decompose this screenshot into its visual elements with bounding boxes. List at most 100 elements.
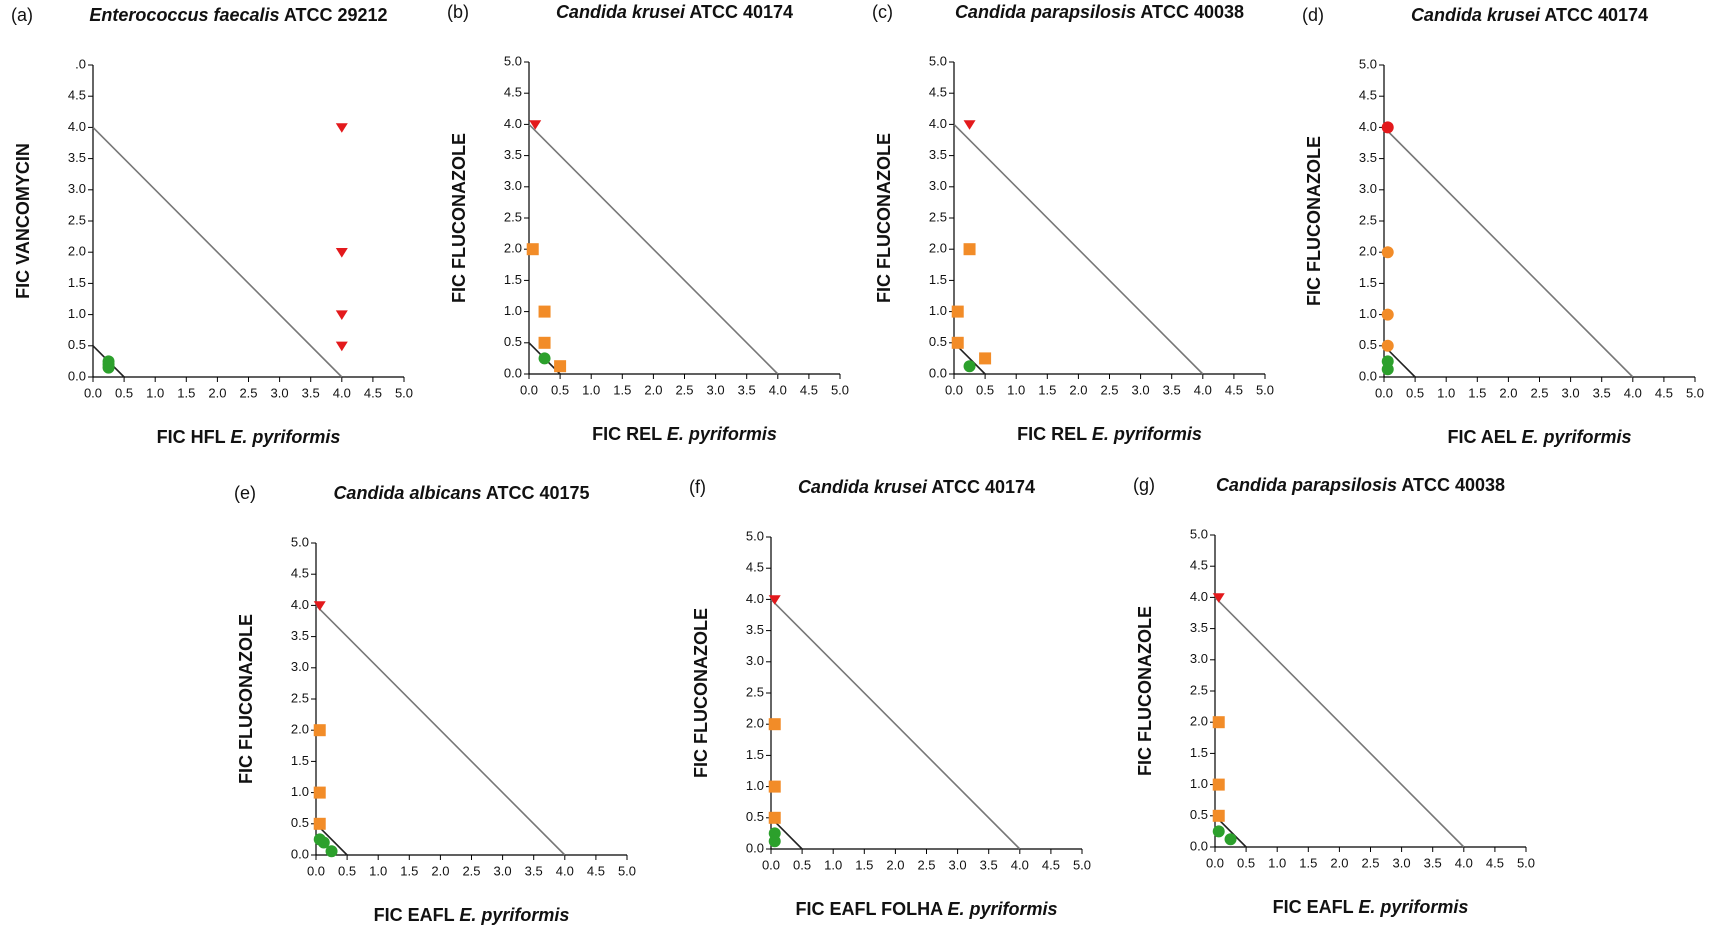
panel: (b) Candida krusei ATCC 40174 FIC REL E. p… (447, 2, 849, 444)
title-strain: ATCC 40038 (1140, 2, 1244, 22)
y-tick-label: 0.0 (504, 365, 522, 380)
x-tick-label: 0.0 (762, 857, 780, 872)
y-tick-label: 1.0 (929, 303, 947, 318)
x-tick-label: 3.5 (525, 863, 543, 878)
y-tick-label: 3.0 (68, 181, 86, 196)
y-tick-label: 1.5 (746, 747, 764, 762)
x-label-extract: FIC EAFL (1273, 897, 1354, 917)
y-tick-label: 2.0 (68, 244, 86, 259)
x-tick-label: 4.0 (769, 382, 787, 397)
y-tick-label: 2.5 (504, 209, 522, 224)
panel-title: Candida krusei ATCC 40174 (1411, 5, 1648, 25)
y-tick-label: 4.5 (1359, 88, 1377, 103)
x-tick-label: 4.5 (1655, 385, 1673, 400)
x-tick-label: 4.0 (1624, 385, 1642, 400)
y-tick-label: 0.5 (68, 337, 86, 352)
x-tick-label: 1.5 (177, 385, 195, 400)
x-tick-label: 5.0 (395, 385, 413, 400)
title-strain: ATCC 29212 (284, 5, 388, 25)
y-tick-label: 2.5 (1359, 212, 1377, 227)
point (963, 120, 976, 130)
y-tick-label: 2.5 (291, 690, 309, 705)
y-tick-label: 3.0 (504, 178, 522, 193)
y-tick-label: 3.5 (1190, 620, 1208, 635)
x-label-species: E. pyriformis (1358, 897, 1468, 917)
x-tick-label: 0.0 (1375, 385, 1393, 400)
y-tick-label: 0.0 (68, 368, 86, 383)
x-label-extract: FIC EAFL (374, 905, 455, 925)
point (313, 786, 326, 799)
title-species: Candida parapsilosis (955, 2, 1136, 22)
point (317, 836, 330, 849)
x-axis-label: FIC EAFL FOLHA E. pyriformis (795, 899, 1057, 919)
point (979, 352, 992, 365)
reference-line (528, 123, 779, 375)
x-tick-label: 4.0 (1194, 382, 1212, 397)
x-tick-label: 0.0 (945, 382, 963, 397)
x-tick-label: 1.0 (1268, 855, 1286, 870)
y-tick-label: 1.0 (1190, 776, 1208, 791)
panel: (c) Candida parapsilosis ATCC 40038 FIC RE… (872, 2, 1274, 444)
point (554, 360, 567, 373)
point (951, 305, 964, 318)
x-tick-label: 2.0 (431, 863, 449, 878)
x-tick-label: 0.0 (307, 863, 325, 878)
point (768, 811, 781, 824)
y-tick-label: 4.5 (746, 560, 764, 575)
x-tick-label: 3.0 (1132, 382, 1150, 397)
y-axis-label: FIC VANCOMYCIN (13, 143, 33, 299)
title-species: Enterococcus faecalis (89, 5, 279, 25)
x-axis-label: FIC REL E. pyriformis (1017, 424, 1202, 444)
point (1381, 339, 1394, 352)
x-label-species: E. pyriformis (1522, 427, 1632, 447)
point (1381, 363, 1394, 376)
panel-label: (g) (1133, 475, 1155, 495)
x-tick-label: 5.0 (618, 863, 636, 878)
point (526, 243, 539, 256)
x-tick-label: 1.5 (613, 382, 631, 397)
y-tick-label: 1.5 (68, 275, 86, 290)
point (963, 360, 976, 373)
y-tick-label: 4.5 (504, 85, 522, 100)
y-axis-label: FIC FLUCONAZOLE (691, 608, 711, 778)
y-tick-label: 3.0 (929, 178, 947, 193)
x-tick-label: 1.0 (146, 385, 164, 400)
reference-line (1383, 126, 1634, 378)
x-tick-label: 1.5 (1299, 855, 1317, 870)
y-axis-label: FIC FLUCONAZOLE (449, 133, 469, 303)
panel-title: Enterococcus faecalis ATCC 29212 (89, 5, 387, 25)
x-tick-label: 1.5 (400, 863, 418, 878)
y-tick-label: 2.5 (68, 212, 86, 227)
x-tick-label: 4.5 (587, 863, 605, 878)
y-tick-label: 4.0 (1190, 589, 1208, 604)
y-tick-label: 0.5 (504, 334, 522, 349)
x-tick-label: 2.5 (1530, 385, 1548, 400)
y-tick-label: 0.5 (291, 815, 309, 830)
x-tick-label: 0.5 (338, 863, 356, 878)
point (768, 780, 781, 793)
panel: (d) Candida krusei ATCC 40174 FIC AEL E. p… (1302, 5, 1704, 447)
x-tick-label: 0.5 (551, 382, 569, 397)
x-tick-label: 1.5 (1038, 382, 1056, 397)
x-tick-label: 4.0 (1455, 855, 1473, 870)
point (951, 336, 964, 349)
y-tick-label: 0.0 (746, 840, 764, 855)
y-tick-label: 3.5 (929, 147, 947, 162)
point (102, 361, 115, 374)
x-tick-label: 0.5 (115, 385, 133, 400)
y-tick-label: .0 (75, 56, 86, 71)
x-axis-label: FIC HFL E. pyriformis (157, 427, 341, 447)
y-tick-label: 2.0 (746, 716, 764, 731)
x-tick-label: 1.0 (582, 382, 600, 397)
y-tick-label: 1.0 (291, 784, 309, 799)
panel-title: Candida parapsilosis ATCC 40038 (955, 2, 1244, 22)
x-label-extract: FIC EAFL FOLHA (795, 899, 943, 919)
x-label-extract: FIC REL (592, 424, 662, 444)
y-tick-label: 2.0 (504, 241, 522, 256)
x-tick-label: 0.0 (1206, 855, 1224, 870)
y-tick-label: 4.5 (1190, 558, 1208, 573)
x-tick-label: 4.0 (556, 863, 574, 878)
y-tick-label: 1.5 (1359, 275, 1377, 290)
x-tick-label: 1.0 (1007, 382, 1025, 397)
